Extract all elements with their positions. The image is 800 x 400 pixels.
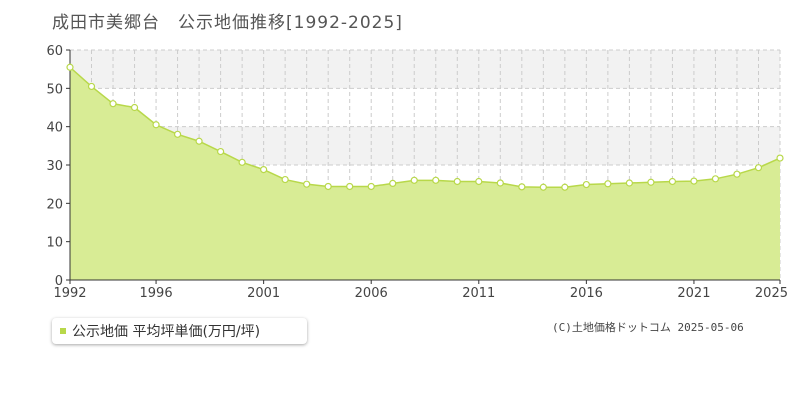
data-point (475, 177, 483, 186)
x-tick-label: 2011 (462, 286, 495, 301)
data-point (173, 130, 182, 138)
grid-band (70, 50, 780, 89)
data-point (389, 179, 397, 187)
x-tick-label: 1996 (140, 286, 173, 301)
data-point (152, 121, 160, 129)
data-point (604, 180, 612, 188)
data-point (754, 164, 763, 172)
series-area (70, 67, 780, 280)
data-point (195, 137, 203, 145)
data-point (496, 179, 504, 187)
legend: 公示地価 平均坪単価(万円/坪) (52, 318, 307, 344)
y-tick-label: 30 (46, 159, 63, 174)
chart-title: 成田市美郷台 公示地価推移[1992-2025] (52, 13, 403, 33)
y-tick-label: 60 (46, 44, 63, 59)
data-point (66, 63, 74, 71)
y-tick-label: 10 (46, 236, 63, 251)
data-point (260, 166, 268, 174)
data-point (518, 183, 526, 191)
data-point (432, 176, 440, 184)
data-point (367, 182, 375, 191)
data-point (410, 176, 418, 184)
data-point (582, 180, 590, 189)
data-point (539, 183, 547, 191)
legend-marker-icon (60, 328, 66, 334)
data-point (281, 175, 289, 184)
data-point (324, 182, 332, 191)
data-point (453, 177, 461, 186)
data-point (87, 82, 96, 91)
data-point (647, 178, 655, 186)
data-point (733, 170, 741, 178)
x-tick-label: 2025 (755, 286, 788, 301)
data-point (690, 177, 698, 185)
y-tick-label: 20 (46, 197, 63, 212)
x-tick-label: 2021 (677, 286, 710, 301)
legend-label: 公示地価 平均坪単価(万円/坪) (72, 324, 261, 340)
data-point (625, 179, 633, 187)
data-point (561, 183, 569, 191)
data-point (109, 100, 117, 108)
x-tick-label: 2006 (355, 286, 388, 301)
x-tick-label: 2016 (570, 286, 603, 301)
x-tick-label: 2001 (247, 286, 280, 301)
credit-text: (C)土地価格ドットコム 2025-05-06 (552, 321, 744, 334)
data-point (776, 154, 784, 162)
x-tick-label: 1992 (53, 286, 86, 301)
y-tick-label: 50 (46, 82, 63, 97)
data-point (668, 177, 677, 186)
data-point (238, 158, 246, 166)
data-point (346, 182, 354, 191)
data-point (217, 147, 225, 156)
data-point (303, 180, 311, 188)
data-point (711, 175, 720, 183)
y-tick-label: 0 (55, 274, 63, 289)
y-tick-label: 40 (46, 121, 63, 136)
data-point (130, 103, 139, 112)
series-line (69, 66, 781, 188)
